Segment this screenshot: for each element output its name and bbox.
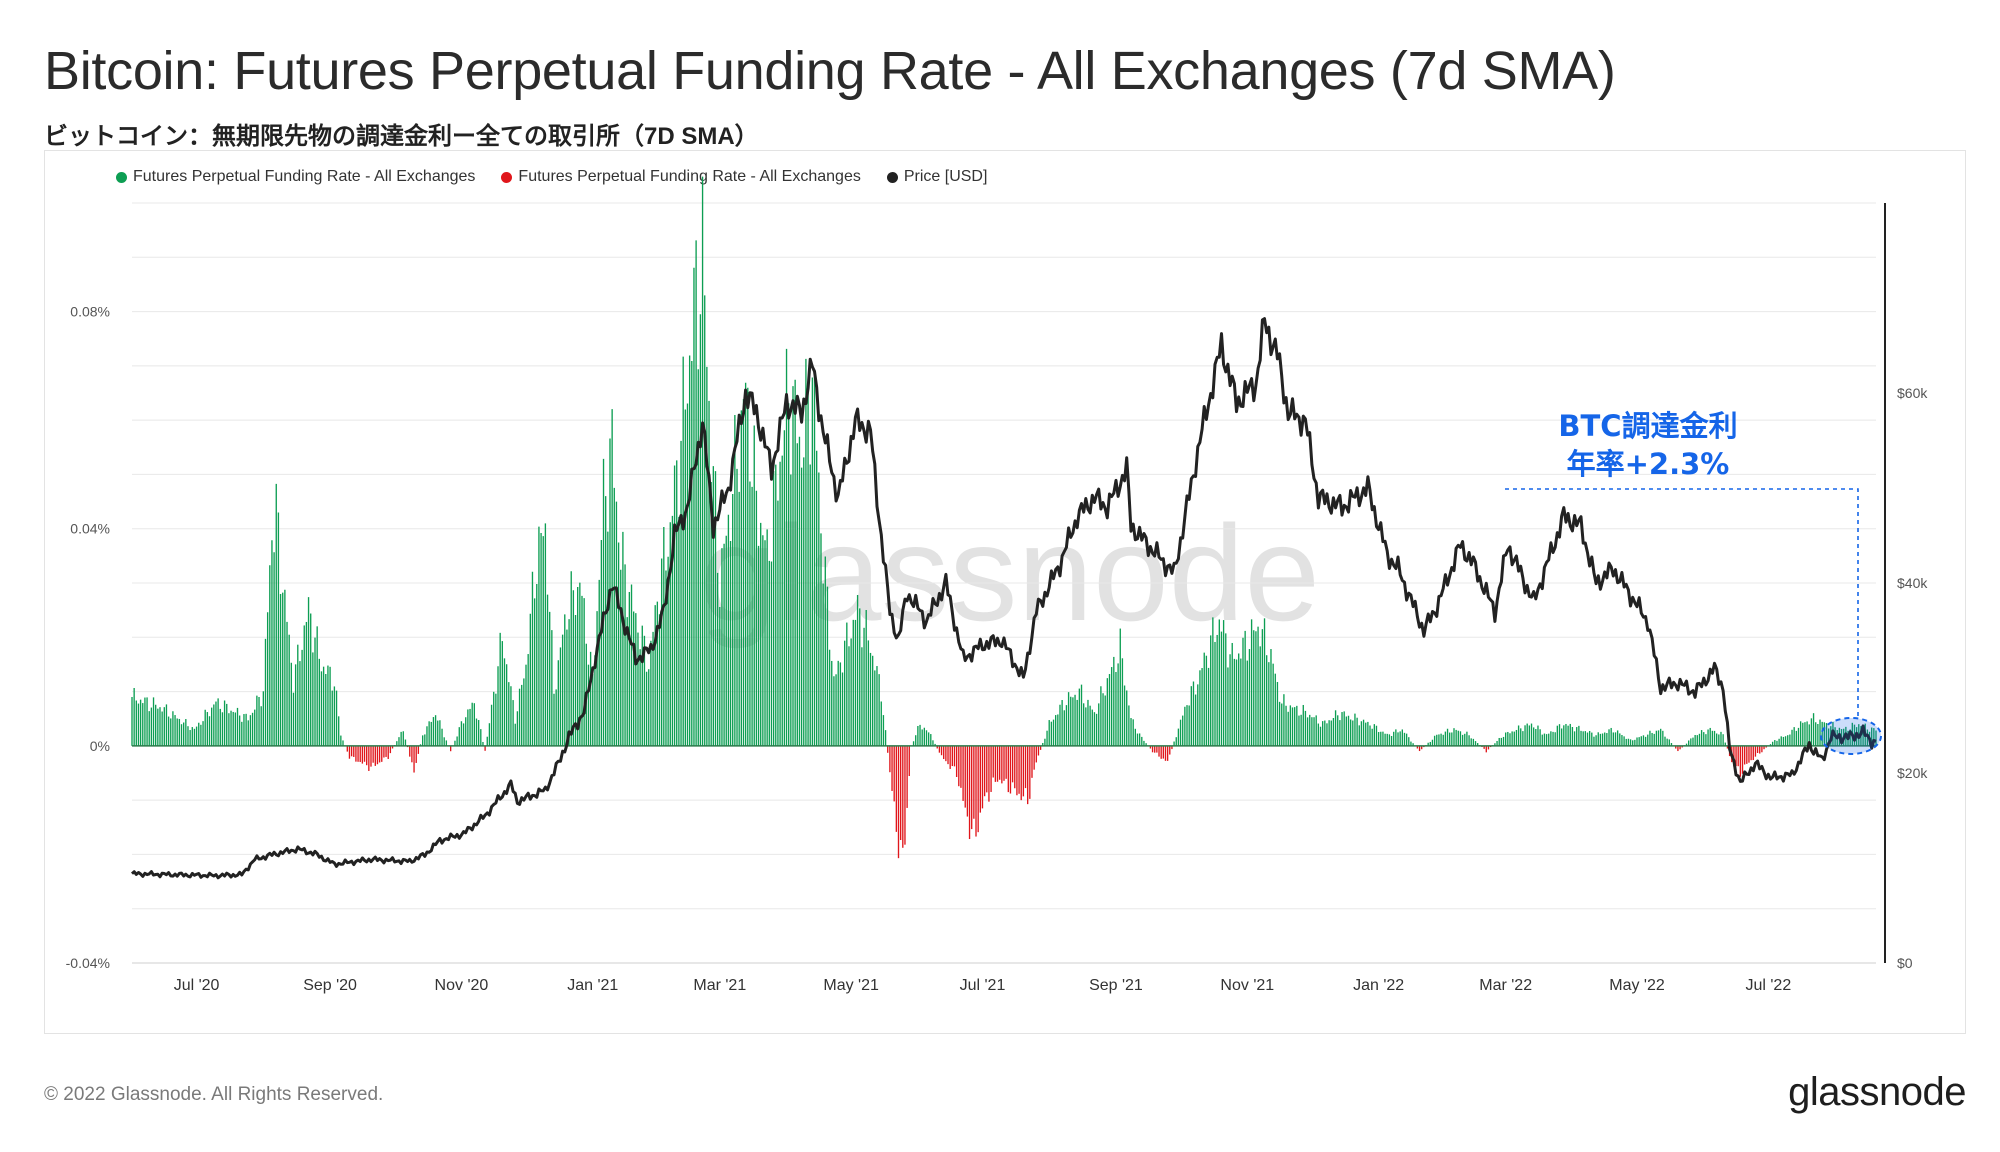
price-line <box>130 317 1877 880</box>
x-axis-tick-label: Sep '21 <box>1089 977 1143 994</box>
legend-label: Futures Perpetual Funding Rate - All Exc… <box>133 168 476 185</box>
left-axis-tick-label: 0% <box>90 738 110 754</box>
x-axis-tick-label: Nov '20 <box>435 977 489 994</box>
x-axis-tick-label: May '22 <box>1609 977 1665 994</box>
page-title: Bitcoin: Futures Perpetual Funding Rate … <box>44 41 1616 101</box>
x-axis-tick-label: Mar '22 <box>1479 977 1532 994</box>
left-axis-ticks: -0.04% 0% 0.04% 0.08% <box>66 304 110 971</box>
annotation-line1: BTC調達金利 <box>1558 409 1737 443</box>
copyright: © 2022 Glassnode. All Rights Reserved. <box>44 1084 384 1105</box>
chart-legend: Futures Perpetual Funding Rate - All Exc… <box>116 168 987 186</box>
legend-item-price[interactable]: Price [USD] <box>886 168 988 186</box>
legend-dot-red-icon <box>501 171 513 183</box>
x-axis-tick-label: May '21 <box>823 977 879 994</box>
right-axis-tick-label: $0 <box>1897 955 1913 971</box>
x-axis-tick-label: Jul '21 <box>960 977 1006 994</box>
left-axis-tick-label: 0.08% <box>70 304 110 320</box>
left-axis-tick-label: 0.04% <box>70 521 110 537</box>
x-axis-tick-label: Nov '21 <box>1220 977 1274 994</box>
right-axis-tick-label: $40k <box>1897 575 1928 591</box>
right-axis-tick-label: $60k <box>1897 385 1928 401</box>
left-axis-tick-label: -0.04% <box>66 955 110 971</box>
legend-dot-green-icon <box>116 171 127 183</box>
right-axis-ticks: $0 $20k $40k $60k <box>1897 385 1928 971</box>
x-axis-tick-label: Jan '21 <box>567 977 618 994</box>
annotation-line2: 年率+2.3% <box>1567 447 1730 481</box>
legend-item-negative-funding[interactable]: Futures Perpetual Funding Rate - All Exc… <box>501 168 861 186</box>
x-axis-ticks: Jul '20 Sep '20 Nov '20 Jan '21 Mar '21 May '… <box>174 977 1792 994</box>
brand-logo: glassnode <box>1788 1070 1966 1114</box>
legend-label: Price [USD] <box>903 168 988 185</box>
legend-item-positive-funding[interactable]: Futures Perpetual Funding Rate - All Exc… <box>116 168 475 186</box>
chart-frame <box>44 150 1966 1034</box>
annotation: BTC調達金利 年率+2.3% <box>1505 409 1882 755</box>
x-axis-tick-label: Jan '22 <box>1353 977 1404 994</box>
right-axis-tick-label: $20k <box>1897 765 1928 781</box>
x-axis-tick-label: Jul '22 <box>1745 977 1791 994</box>
legend-dot-black-icon <box>886 171 898 183</box>
legend-label: Futures Perpetual Funding Rate - All Exc… <box>518 168 861 185</box>
x-axis-tick-label: Sep '20 <box>303 977 357 994</box>
annotation-leader-line <box>1505 488 1859 718</box>
page-subtitle: ビットコイン：無期限先物の調達金利ー全ての取引所（7D SMA） <box>44 123 759 150</box>
gridlines <box>132 202 1876 964</box>
funding-rate-bars <box>131 176 1877 859</box>
annotation-highlight-ellipse <box>1820 717 1882 755</box>
x-axis-tick-label: Jul '20 <box>174 977 220 994</box>
x-axis-tick-label: Mar '21 <box>693 977 746 994</box>
